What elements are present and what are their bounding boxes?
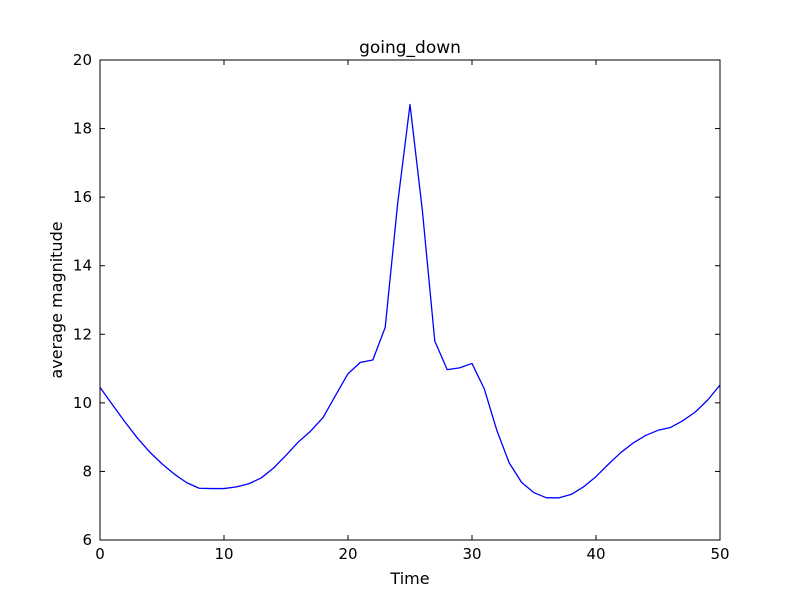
x-tick-label: 30	[462, 545, 481, 563]
x-tick-label: 0	[95, 545, 105, 563]
series-layer	[99, 103, 721, 499]
y-axis-label: average magnitude	[47, 221, 66, 378]
ticks: 0 10 20 30 40 50 6 8 10 12 14 16 18 20	[73, 51, 730, 563]
y-tick-label: 12	[73, 325, 92, 343]
x-axis-label: Time	[389, 569, 429, 588]
y-tick-label: 16	[73, 188, 92, 206]
series-line	[99, 103, 721, 499]
y-tick-label: 18	[73, 120, 92, 138]
y-tick-label: 10	[73, 394, 92, 412]
chart-title: going_down	[359, 38, 461, 58]
x-tick-label: 10	[214, 545, 233, 563]
y-tick-label: 6	[82, 531, 92, 549]
y-tick-label: 20	[73, 51, 92, 69]
plot-frame	[99, 59, 721, 541]
x-tick-label: 20	[338, 545, 357, 563]
x-tick-label: 40	[586, 545, 605, 563]
y-tick-label: 8	[82, 462, 92, 480]
x-tick-label: 50	[710, 545, 729, 563]
y-tick-label: 14	[73, 257, 92, 275]
